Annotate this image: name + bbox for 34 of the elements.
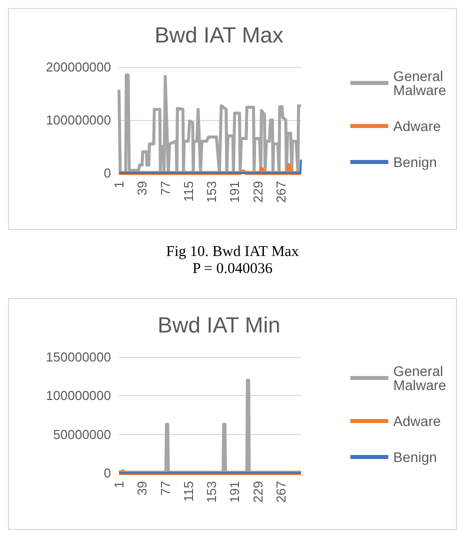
x-tick-label: 77 [158,181,173,196]
x-tick-label: 153 [204,181,220,203]
y-tick-label: 200000000 [46,60,111,74]
legend-label: Adware [393,413,441,429]
x-tick-label: 191 [227,481,242,503]
line-series [118,73,302,174]
x-tick-label: 229 [250,181,266,203]
x-tick-label: 115 [180,481,196,502]
x-tick-label: 191 [227,181,242,203]
legend-label: General Malware [393,363,448,393]
x-tick-label: 1 [112,481,126,488]
x-tick-label: 153 [204,481,220,503]
x-tick-label: 77 [158,481,173,496]
y-tick-label: 150000000 [46,350,111,364]
legend-label: Benign [393,449,437,465]
x-tick-label: 115 [180,181,196,202]
legend-label: General Malware [393,68,448,98]
x-tick-label: 267 [273,181,288,203]
y-tick-label: 50000000 [53,426,111,442]
chart-title: Bwd IAT Min [158,312,280,338]
caption: Fig 10. Bwd IAT Max [165,244,300,261]
y-tick-label: 0 [104,466,111,480]
legend-label: Benign [393,154,437,170]
y-tick-label: 0 [104,166,111,180]
y-tick-label: 100000000 [46,388,111,404]
legend-label: Adware [393,118,441,134]
y-tick-label: 100000000 [46,112,111,128]
x-tick-label: 1 [112,181,126,188]
text: P = 0.040036 [192,261,274,278]
x-tick-label: 39 [134,181,150,196]
x-tick-label: 39 [134,481,150,496]
x-tick-label: 229 [250,481,266,503]
chart-title: Bwd IAT Max [154,22,284,48]
x-tick-label: 267 [273,481,288,503]
